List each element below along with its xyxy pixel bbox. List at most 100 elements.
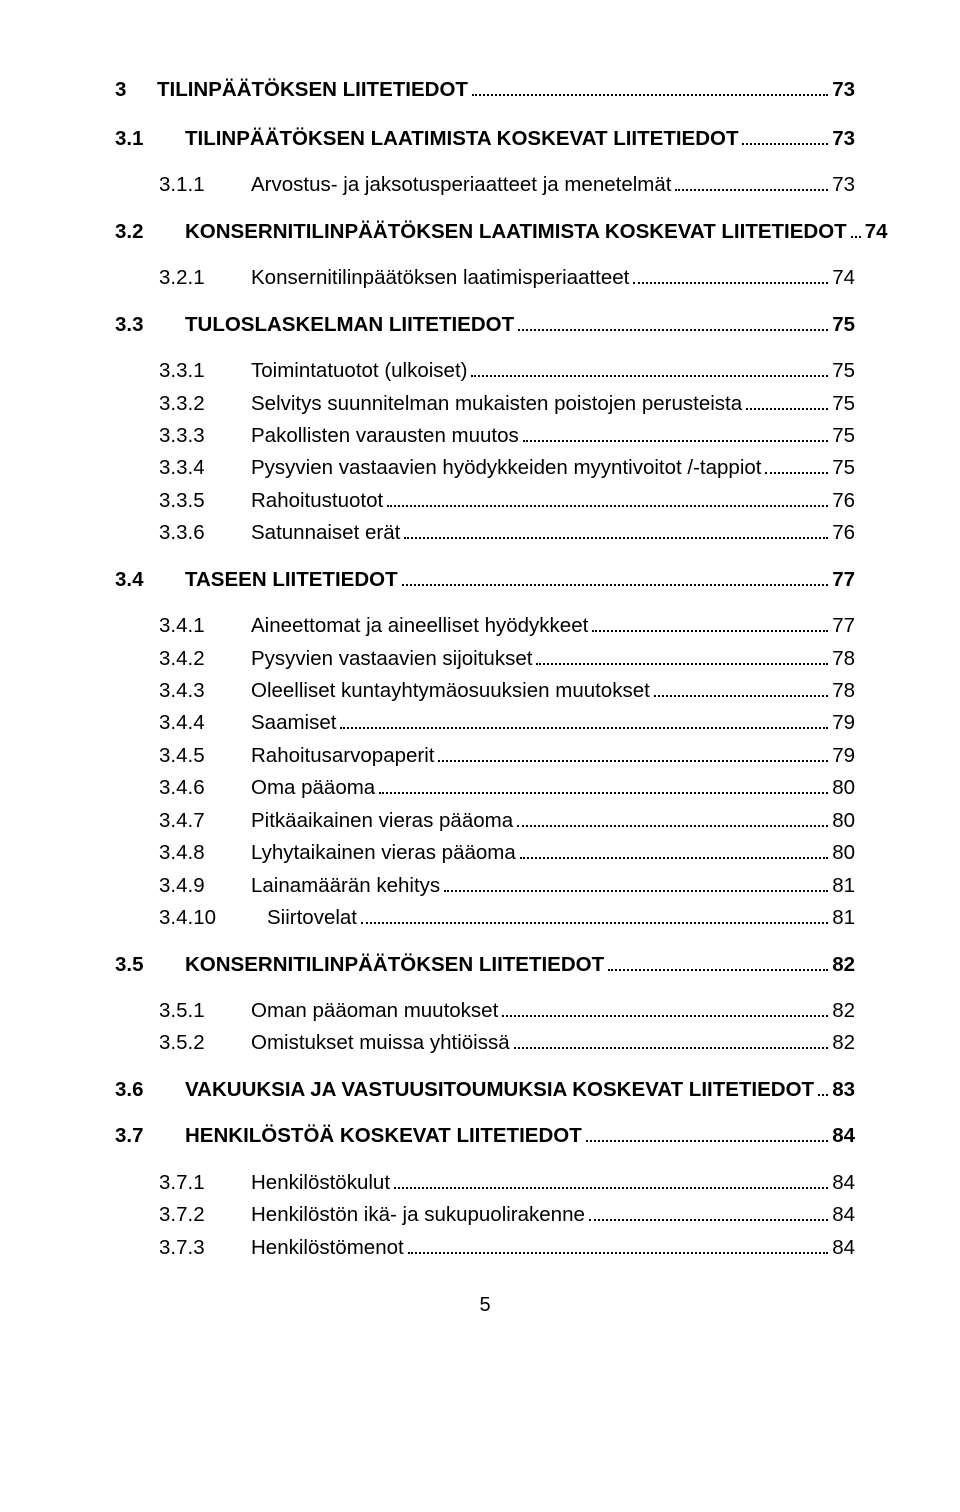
toc-row: 3.7.1Henkilöstökulut84 (115, 1170, 855, 1194)
toc-number: 3.3.3 (115, 424, 251, 448)
toc-number: 3.4.4 (115, 711, 251, 735)
toc-number: 3.3.2 (115, 392, 251, 416)
toc-leader-dots (633, 266, 828, 284)
toc-leader-dots (851, 219, 861, 237)
toc-page: 81 (832, 874, 855, 898)
toc-number: 3 (115, 78, 157, 102)
toc-leader-dots (746, 391, 828, 409)
toc-number: 3.2.1 (115, 266, 251, 290)
toc-title: TULOSLASKELMAN LIITETIEDOT (185, 313, 514, 337)
toc-page: 78 (832, 679, 855, 703)
toc-row: 3.4.5Rahoitusarvopaperit79 (115, 743, 855, 767)
toc-page: 84 (832, 1171, 855, 1195)
toc-row: 3.5.1Oman pääoman muutokset82 (115, 999, 855, 1023)
toc-number: 3.7.3 (115, 1236, 251, 1260)
toc-leader-dots (523, 424, 828, 442)
toc-page: 76 (832, 521, 855, 545)
toc-title: Pysyvien vastaavien hyödykkeiden myyntiv… (251, 456, 761, 480)
toc-row: 3.4.7Pitkäaikainen vieras pääoma80 (115, 808, 855, 832)
toc-page: 82 (832, 1031, 855, 1055)
toc-row: 3.4TASEEN LIITETIEDOT77 (115, 567, 855, 591)
toc-page: 77 (832, 568, 855, 592)
toc-number: 3.6 (115, 1078, 185, 1102)
toc-number: 3.4.2 (115, 647, 251, 671)
toc-page: 76 (832, 489, 855, 513)
toc-number: 3.3.1 (115, 359, 251, 383)
toc-row: 3.4.1Aineettomat ja aineelliset hyödykke… (115, 614, 855, 638)
toc-row: 3.1TILINPÄÄTÖKSEN LAATIMISTA KOSKEVAT LI… (115, 126, 855, 150)
toc-row: 3.3TULOSLASKELMAN LIITETIEDOT75 (115, 312, 855, 336)
toc-number: 3.4.7 (115, 809, 251, 833)
toc-leader-dots (536, 646, 828, 664)
toc-number: 3.7 (115, 1124, 185, 1148)
toc-page: 75 (832, 392, 855, 416)
toc-title: Satunnaiset erät (251, 521, 400, 545)
toc-number: 3.4 (115, 568, 185, 592)
toc-page: 74 (865, 220, 888, 244)
toc-page: 75 (832, 313, 855, 337)
toc-row: 3.4.6Oma pääoma80 (115, 776, 855, 800)
toc-row: 3.3.2Selvitys suunnitelman mukaisten poi… (115, 391, 855, 415)
toc-title: Lainamäärän kehitys (251, 874, 440, 898)
toc-title: Rahoitustuotot (251, 489, 383, 513)
toc-leader-dots (520, 841, 828, 859)
toc-page: 77 (832, 614, 855, 638)
toc-row: 3.7HENKILÖSTÖÄ KOSKEVAT LIITETIEDOT 84 (115, 1124, 855, 1148)
toc-number: 3.4.5 (115, 744, 251, 768)
toc-row: 3.3.1Toimintatuotot (ulkoiset)75 (115, 359, 855, 383)
toc-number: 3.3.6 (115, 521, 251, 545)
toc-title: Aineettomat ja aineelliset hyödykkeet (251, 614, 588, 638)
toc-title: Oleelliset kuntayhtymäosuuksien muutokse… (251, 679, 650, 703)
toc-title: Konsernitilinpäätöksen laatimisperiaatte… (251, 266, 629, 290)
toc-row: 3.7.2Henkilöstön ikä- ja sukupuolirakenn… (115, 1203, 855, 1227)
toc-page: 84 (832, 1124, 855, 1148)
toc-number: 3.4.9 (115, 874, 251, 898)
toc-title: Pakollisten varausten muutos (251, 424, 519, 448)
toc-title: Omistukset muissa yhtiöissä (251, 1031, 510, 1055)
toc-number: 3.4.6 (115, 776, 251, 800)
toc-page: 75 (832, 456, 855, 480)
toc-title: Oma pääoma (251, 776, 375, 800)
toc-row: 3.1.1Arvostus- ja jaksotusperiaatteet ja… (115, 173, 855, 197)
toc-leader-dots (387, 488, 828, 506)
toc-title: Selvitys suunnitelman mukaisten poistoje… (251, 392, 742, 416)
toc-leader-dots (517, 808, 828, 826)
toc-title: TILINPÄÄTÖKSEN LIITETIEDOT (157, 78, 468, 102)
toc-leader-dots (402, 567, 829, 585)
toc-leader-dots (472, 78, 828, 96)
toc-leader-dots (379, 776, 828, 794)
toc-row: 3.5.2Omistukset muissa yhtiöissä82 (115, 1031, 855, 1055)
toc-page: 82 (832, 953, 855, 977)
toc-leader-dots (514, 1031, 829, 1049)
toc-number: 3.2 (115, 220, 185, 244)
toc-leader-dots (675, 173, 828, 191)
toc-title: Saamiset (251, 711, 336, 735)
toc-number: 3.3.4 (115, 456, 251, 480)
toc-number: 3.4.10 (115, 906, 267, 930)
toc-row: 3.2KONSERNITILINPÄÄTÖKSEN LAATIMISTA KOS… (115, 219, 855, 243)
toc-title: Pysyvien vastaavien sijoitukset (251, 647, 532, 671)
toc-page: 73 (832, 127, 855, 151)
toc-title: Rahoitusarvopaperit (251, 744, 434, 768)
toc-row: 3.2.1Konsernitilinpäätöksen laatimisperi… (115, 266, 855, 290)
toc-row: 3.4.10Siirtovelat81 (115, 906, 855, 930)
toc-title: HENKILÖSTÖÄ KOSKEVAT LIITETIEDOT (185, 1124, 582, 1148)
toc-page: 75 (832, 359, 855, 383)
toc-page: 79 (832, 711, 855, 735)
toc-page: 80 (832, 841, 855, 865)
toc-page: 73 (832, 173, 855, 197)
toc-row: 3.4.8Lyhytaikainen vieras pääoma80 (115, 841, 855, 865)
toc-page: 78 (832, 647, 855, 671)
toc-number: 3.1.1 (115, 173, 251, 197)
toc-leader-dots (608, 952, 828, 970)
toc-row: 3.4.2Pysyvien vastaavien sijoitukset 78 (115, 646, 855, 670)
toc-row: 3.3.3Pakollisten varausten muutos75 (115, 424, 855, 448)
toc-leader-dots (818, 1077, 828, 1095)
toc-page: 84 (832, 1203, 855, 1227)
toc-row: 3.3.4Pysyvien vastaavien hyödykkeiden my… (115, 456, 855, 480)
toc-leader-dots (361, 906, 828, 924)
toc-leader-dots (404, 521, 828, 539)
toc-leader-dots (340, 711, 828, 729)
toc-leader-dots (586, 1124, 828, 1142)
toc-row: 3.6VAKUUKSIA JA VASTUUSITOUMUKSIA KOSKEV… (115, 1077, 855, 1101)
